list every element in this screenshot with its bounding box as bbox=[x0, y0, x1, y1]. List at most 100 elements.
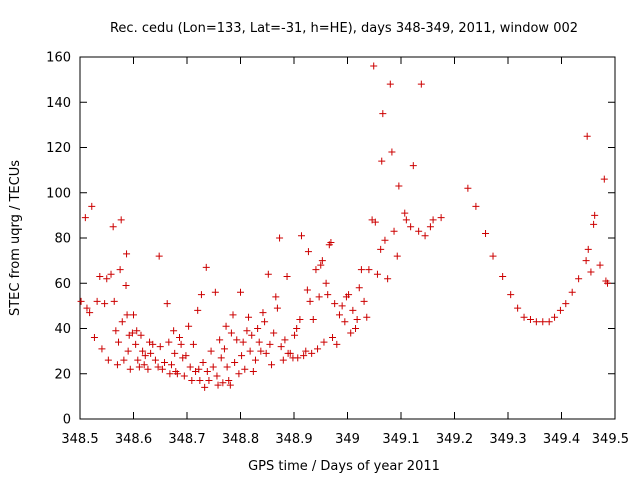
y-tick-label: 160 bbox=[46, 51, 71, 66]
data-point bbox=[123, 250, 131, 258]
data-point bbox=[154, 363, 162, 371]
data-point bbox=[205, 377, 213, 385]
data-point bbox=[238, 352, 246, 360]
data-point bbox=[320, 338, 328, 346]
y-axis: 0 20 40 60 80 100 120 140 160 bbox=[46, 51, 615, 428]
data-point bbox=[277, 343, 285, 351]
data-point bbox=[120, 356, 128, 364]
data-point bbox=[140, 361, 148, 369]
data-point bbox=[329, 334, 337, 342]
data-point bbox=[363, 313, 371, 321]
data-point bbox=[141, 352, 149, 360]
data-point bbox=[302, 347, 310, 355]
data-point bbox=[303, 286, 311, 294]
data-point bbox=[248, 331, 256, 339]
data-point bbox=[309, 315, 317, 323]
data-point bbox=[514, 304, 522, 312]
data-point bbox=[409, 162, 417, 170]
data-point bbox=[188, 377, 196, 385]
data-point bbox=[401, 209, 409, 217]
data-point bbox=[304, 248, 312, 256]
data-point bbox=[360, 297, 368, 305]
data-point bbox=[134, 356, 142, 364]
data-point bbox=[357, 266, 365, 274]
data-point bbox=[130, 311, 137, 319]
data-point bbox=[584, 245, 592, 253]
data-point bbox=[163, 300, 171, 308]
data-point bbox=[156, 343, 164, 351]
data-point bbox=[199, 358, 207, 366]
data-point bbox=[77, 297, 85, 305]
data-point bbox=[317, 261, 325, 269]
data-point bbox=[171, 349, 179, 357]
data-point bbox=[217, 354, 225, 362]
data-point bbox=[331, 300, 339, 308]
data-point bbox=[318, 257, 326, 265]
data-point bbox=[195, 365, 203, 373]
data-point bbox=[98, 345, 106, 353]
data-point bbox=[283, 272, 291, 280]
data-point bbox=[237, 288, 244, 296]
data-point bbox=[107, 270, 115, 278]
data-point bbox=[231, 358, 239, 366]
y-axis-label: STEC from uqrg / TECUs bbox=[8, 160, 23, 316]
data-point bbox=[124, 347, 132, 355]
data-point bbox=[202, 263, 210, 271]
data-point bbox=[166, 370, 174, 378]
data-point bbox=[158, 365, 166, 373]
data-point bbox=[322, 279, 330, 287]
data-point bbox=[216, 336, 224, 344]
data-point bbox=[402, 216, 410, 224]
data-point bbox=[233, 336, 241, 344]
x-tick-label: 349.2 bbox=[436, 432, 473, 447]
data-point bbox=[144, 365, 152, 373]
data-point bbox=[568, 288, 576, 296]
data-point bbox=[281, 336, 289, 344]
data-point bbox=[226, 381, 234, 389]
data-point bbox=[520, 313, 528, 321]
data-point bbox=[194, 306, 202, 314]
data-point bbox=[273, 304, 281, 312]
data-point bbox=[370, 62, 378, 70]
data-point bbox=[279, 356, 287, 364]
data-point bbox=[308, 349, 316, 357]
data-point bbox=[437, 214, 445, 222]
data-point bbox=[126, 365, 134, 373]
data-point bbox=[115, 338, 123, 346]
data-point bbox=[393, 252, 401, 260]
data-point bbox=[390, 227, 398, 235]
data-point bbox=[590, 220, 598, 228]
data-point bbox=[373, 270, 381, 278]
data-point bbox=[167, 361, 175, 369]
data-point bbox=[395, 182, 403, 190]
data-point bbox=[499, 272, 507, 280]
data-point bbox=[197, 291, 205, 299]
data-point bbox=[182, 352, 190, 360]
data-point bbox=[257, 347, 265, 355]
data-point bbox=[220, 345, 228, 353]
data-point bbox=[378, 157, 386, 165]
data-point bbox=[227, 329, 235, 337]
x-tick-label: 349.4 bbox=[543, 432, 580, 447]
data-point bbox=[262, 349, 270, 357]
data-point bbox=[539, 318, 547, 326]
y-tick-label: 140 bbox=[46, 96, 71, 111]
data-point bbox=[556, 306, 564, 314]
data-point bbox=[600, 175, 608, 183]
data-point bbox=[296, 315, 304, 323]
data-point bbox=[377, 245, 385, 253]
data-point bbox=[264, 270, 272, 278]
data-point bbox=[109, 223, 117, 231]
data-point bbox=[333, 340, 341, 348]
x-axis-label: GPS time / Days of year 2011 bbox=[248, 459, 440, 474]
data-point bbox=[345, 291, 353, 299]
data-point bbox=[582, 257, 590, 265]
data-point bbox=[214, 381, 222, 389]
data-point bbox=[261, 318, 269, 326]
data-point bbox=[173, 370, 181, 378]
data-point bbox=[388, 148, 396, 156]
data-point bbox=[170, 327, 178, 335]
data-point bbox=[151, 356, 159, 364]
data-point bbox=[429, 216, 437, 224]
data-point bbox=[551, 313, 559, 321]
